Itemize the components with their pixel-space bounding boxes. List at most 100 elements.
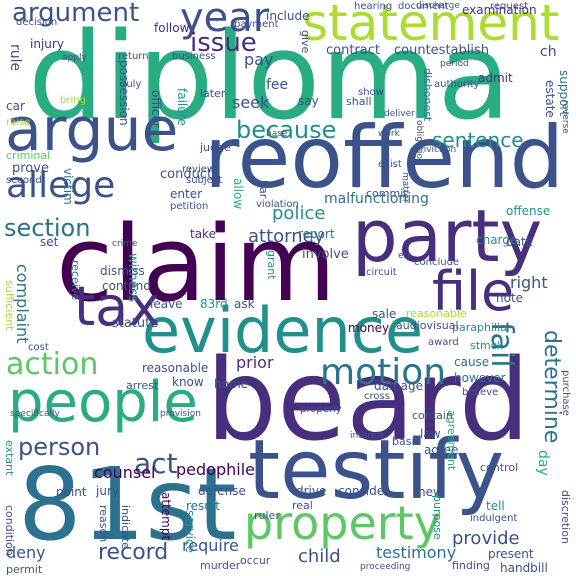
cloud-word: second: [6, 175, 42, 186]
cloud-word: petition: [170, 201, 209, 212]
cloud-word: counsel: [94, 463, 156, 482]
cloud-word: prior: [236, 353, 274, 372]
cloud-word: set: [40, 235, 59, 249]
cloud-word: officer: [149, 90, 163, 128]
cloud-word: point: [56, 485, 87, 499]
cloud-word: conduct: [160, 167, 213, 182]
cloud-word: party: [352, 194, 543, 278]
cloud-word: reason: [97, 505, 110, 543]
cloud-word: date: [506, 235, 534, 249]
cloud-word: statute: [112, 316, 159, 331]
cloud-word: include: [266, 9, 310, 23]
cloud-word: day: [535, 450, 551, 476]
cloud-word: defense: [198, 484, 246, 498]
cloud-word: decision: [16, 17, 58, 28]
cloud-word: dishonest: [421, 68, 434, 122]
cloud-word: occur: [240, 554, 271, 567]
cloud-word: pedophile: [176, 460, 255, 479]
cloud-word: hearing: [354, 1, 393, 12]
cloud-word: extant: [3, 440, 16, 476]
cloud-word: charge: [476, 233, 518, 247]
cloud-word: report: [298, 227, 335, 241]
cloud-word: 81st: [18, 446, 237, 563]
cloud-word: err: [398, 251, 411, 261]
cloud-word: return: [118, 51, 149, 62]
cloud-word: finding: [452, 559, 490, 572]
cloud-word: seek: [232, 93, 270, 112]
cloud-word: result: [186, 499, 220, 513]
cloud-word: people: [8, 370, 198, 435]
cloud-word: proceeding: [360, 562, 411, 572]
cloud-word: reoffend: [204, 108, 565, 208]
cloud-word: deny: [6, 543, 46, 562]
cloud-word: real: [292, 499, 313, 512]
cloud-word: tell: [486, 499, 505, 513]
cloud-word: because: [236, 116, 337, 144]
cloud-word: receive: [69, 260, 82, 301]
cloud-word: document: [398, 1, 449, 12]
cloud-word: request: [490, 1, 529, 12]
cloud-word: basis: [392, 435, 421, 448]
cloud-word: handbill: [500, 561, 548, 575]
cloud-word: complaint: [13, 264, 32, 344]
cloud-word: involve: [302, 247, 349, 262]
cloud-word: examination: [462, 3, 537, 17]
cloud-word: murder: [200, 559, 241, 572]
cloud-word: evidence: [142, 294, 424, 367]
cloud-word: attempt: [159, 492, 173, 541]
cloud-word: estate: [543, 80, 557, 118]
cloud-word: beard: [206, 336, 530, 466]
cloud-word: damage: [374, 379, 424, 393]
cloud-word: witness: [125, 253, 140, 303]
cloud-word: file: [432, 260, 515, 323]
cloud-word: audiovisual: [396, 319, 459, 332]
cloud-word: admit: [478, 71, 513, 85]
cloud-word: contain: [412, 409, 453, 422]
cloud-word: fee: [266, 77, 289, 93]
cloud-word: base: [266, 129, 288, 139]
cloud-word: offense: [506, 204, 551, 218]
cloud-word: give: [299, 30, 312, 54]
cloud-word: argument: [12, 0, 140, 28]
cloud-word: period: [440, 59, 469, 69]
cloud-word: money: [348, 321, 390, 335]
cloud-word: testify: [248, 423, 505, 518]
cloud-word: indulgent: [470, 513, 518, 524]
cloud-word: allege: [6, 165, 116, 206]
cloud-word: deliver: [384, 109, 415, 119]
cloud-word: agree: [424, 443, 459, 457]
cloud-word: property: [244, 496, 441, 550]
cloud-word: sufficient: [3, 280, 16, 331]
cloud-word: stmck: [470, 339, 504, 352]
cloud-word: permit: [6, 563, 43, 576]
cloud-word: violation: [256, 199, 299, 210]
cloud-word: raise: [6, 117, 31, 128]
cloud-word: discretion: [559, 490, 572, 544]
cloud-word: authority: [434, 79, 480, 90]
cloud-word: indicate: [119, 505, 132, 549]
cloud-word: provide: [452, 528, 520, 549]
cloud-word: grant: [265, 250, 278, 280]
cloud-word: award: [428, 337, 459, 348]
cloud-word: police: [272, 203, 326, 224]
cloud-word: matter: [400, 172, 410, 203]
cloud-word: record: [98, 540, 169, 565]
cloud-word: duly: [120, 79, 142, 90]
cloud-word: ask: [234, 297, 255, 311]
cloud-word: condition: [3, 505, 16, 556]
cloud-word: act: [134, 447, 178, 480]
cloud-word: judge: [200, 141, 231, 154]
cloud-word: provision: [160, 409, 201, 419]
cloud-word: specifically: [10, 409, 60, 419]
cloud-word: reasonable: [406, 307, 467, 320]
cloud-word: ch: [540, 44, 557, 60]
cloud-word: possession: [117, 60, 131, 126]
cloud-word: paraphilia: [452, 321, 507, 334]
cloud-word: agreement: [445, 410, 458, 471]
cloud-word: bring: [60, 95, 86, 106]
cloud-word: new: [418, 485, 443, 499]
cloud-word: fail: [484, 322, 519, 368]
cloud-word: argue: [5, 95, 179, 165]
cloud-word: follow: [154, 21, 190, 35]
